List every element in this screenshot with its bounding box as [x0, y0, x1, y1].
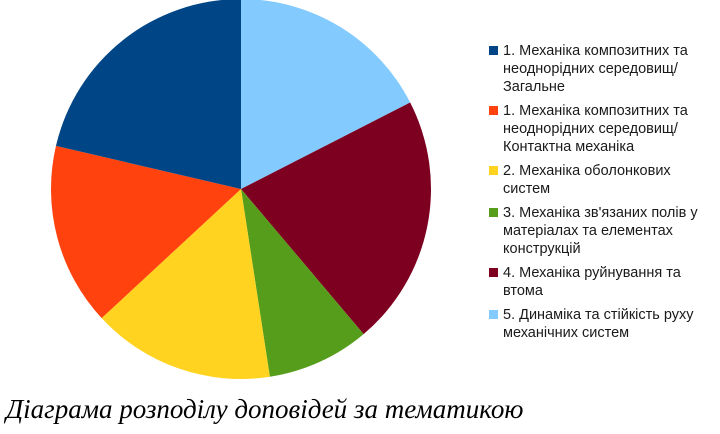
legend-item-1: 1. Механіка композитних та неоднорідних … — [489, 42, 717, 96]
pie-slice-5 — [241, 102, 431, 335]
legend-label-3: 2. Механіка оболонкових систем — [503, 163, 671, 197]
pie-slice-6 — [241, 0, 411, 189]
pie-chart — [51, 0, 431, 379]
pie-slice-1 — [55, 0, 241, 189]
legend-swatch-4 — [489, 208, 498, 217]
legend-item-6: 5. Динаміка та стійкість руху механічних… — [489, 306, 717, 342]
legend-swatch-5 — [489, 268, 498, 277]
legend-label-4: 3. Механіка зв'язаних полів у матеріалах… — [503, 205, 698, 257]
legend-label-6: 5. Динаміка та стійкість руху механічних… — [503, 307, 694, 341]
legend-label-5: 4. Механіка руйнування та втома — [503, 265, 681, 299]
pie-slice-4 — [241, 189, 364, 377]
pie-slice-3 — [101, 189, 270, 379]
legend-swatch-3 — [489, 166, 498, 175]
pie-slice-2 — [51, 145, 241, 319]
legend-swatch-6 — [489, 310, 498, 319]
legend-item-3: 2. Механіка оболонкових систем — [489, 162, 717, 198]
chart-legend: 1. Механіка композитних та неоднорідних … — [489, 42, 717, 348]
legend-item-2: 1. Механіка композитних та неоднорідних … — [489, 102, 717, 156]
legend-item-5: 4. Механіка руйнування та втома — [489, 264, 717, 300]
figure-caption: Діаграма розподілу доповідей за тематико… — [6, 394, 524, 424]
legend-item-4: 3. Механіка зв'язаних полів у матеріалах… — [489, 204, 717, 258]
legend-label-1: 1. Механіка композитних та неоднорідних … — [503, 43, 688, 95]
legend-label-2: 1. Механіка композитних та неоднорідних … — [503, 103, 688, 155]
legend-swatch-1 — [489, 46, 498, 55]
legend-swatch-2 — [489, 106, 498, 115]
